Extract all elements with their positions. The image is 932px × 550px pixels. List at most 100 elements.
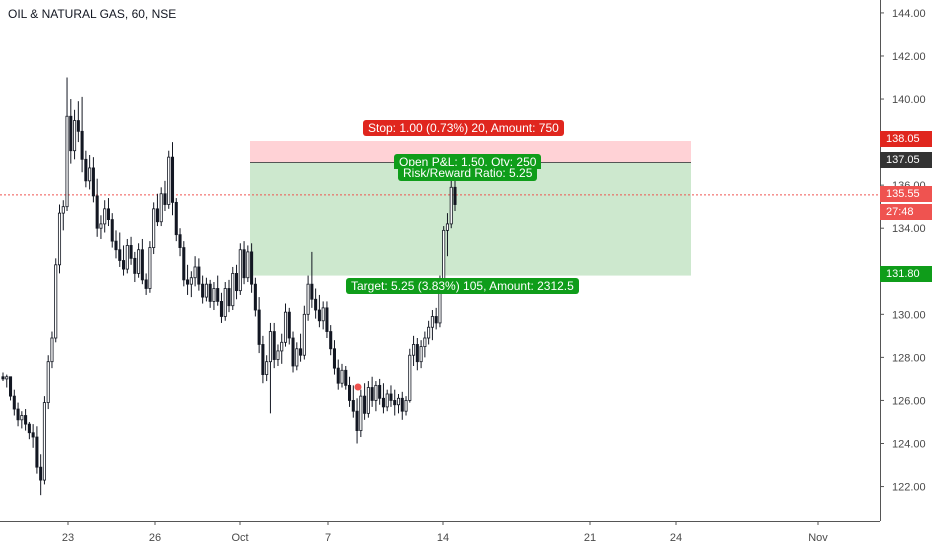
candle — [302, 305, 306, 360]
candle-body-down — [114, 240, 118, 251]
candle-body-up — [449, 186, 453, 225]
candle-body-up — [148, 247, 152, 289]
candle — [404, 396, 408, 416]
candle-body-down — [393, 400, 397, 406]
candle-body-down — [118, 249, 122, 261]
time-axis[interactable]: 23 26 Oct 7 14 21 24 Nov — [0, 521, 880, 544]
candle-body-up — [265, 361, 269, 376]
candle-body-down — [174, 201, 178, 236]
candle-body-down — [110, 219, 114, 242]
candle — [84, 150, 88, 188]
candle — [46, 355, 50, 410]
candle-body-down — [186, 279, 190, 285]
candle-body-up — [268, 331, 272, 363]
candle-body-down — [329, 331, 333, 350]
candle-body-up — [412, 344, 416, 356]
candle — [434, 307, 438, 330]
candle — [355, 398, 359, 444]
candle — [76, 101, 80, 143]
time-tick-label: 26 — [149, 532, 161, 544]
price-tick-label: 142.00 — [892, 51, 926, 63]
candle-body-down — [91, 167, 95, 197]
candle — [268, 322, 272, 414]
candle-body-down — [235, 273, 239, 292]
candle-body-down — [299, 348, 303, 356]
candle-body-down — [201, 283, 205, 298]
countdown-tag: 27:48 — [880, 204, 932, 220]
candle — [186, 264, 190, 295]
candle-body-up — [404, 400, 408, 412]
candle — [99, 215, 103, 239]
price-tick-label: 122.00 — [892, 482, 926, 494]
candle — [423, 331, 427, 358]
candle-body-down — [314, 298, 318, 311]
candle-body-up — [137, 249, 141, 274]
candle-body-up — [50, 337, 54, 363]
candle — [42, 396, 46, 485]
candle-body-up — [366, 387, 370, 414]
candle — [453, 180, 457, 211]
candle — [378, 378, 382, 405]
candle-body-up — [321, 307, 325, 322]
candle-body-up — [430, 316, 434, 328]
candle — [344, 365, 348, 390]
time-tick-label: 21 — [584, 532, 596, 544]
candle-body-down — [12, 395, 16, 410]
candle — [170, 142, 175, 216]
candle — [332, 340, 336, 375]
candle — [317, 294, 321, 328]
candle-body-down — [355, 410, 359, 431]
candle — [400, 391, 404, 420]
candle — [118, 232, 122, 267]
candle-body-down — [80, 130, 84, 160]
candle — [250, 243, 254, 293]
candle-body-down — [197, 266, 201, 285]
candle — [178, 228, 182, 257]
candle-body-up — [65, 115, 69, 208]
candle — [148, 241, 152, 293]
stop-label[interactable]: Stop: 1.00 (0.73%) 20, Amount: 750 — [363, 120, 564, 136]
candle — [348, 376, 352, 407]
candle-body-down — [415, 344, 419, 363]
candle — [80, 96, 84, 173]
candle-body-up — [212, 288, 216, 302]
candle — [73, 109, 77, 160]
candle-body-up — [54, 264, 58, 339]
candle-body-down — [317, 309, 321, 322]
candle-body-up — [295, 348, 299, 367]
candle — [242, 241, 246, 285]
candle — [189, 271, 193, 298]
candle-body-up — [246, 251, 250, 279]
candle-body-down — [39, 466, 43, 481]
candle — [54, 258, 58, 343]
candle-body-up — [442, 229, 446, 283]
candle-body-up — [280, 341, 284, 352]
candle-body-down — [31, 432, 35, 438]
price-tick-label: 144.00 — [892, 8, 926, 20]
candle — [227, 279, 231, 313]
candle-body-down — [69, 115, 73, 152]
candle-body-down — [272, 331, 276, 360]
candle-body-down — [9, 376, 13, 397]
candle — [430, 310, 434, 341]
candle-body-up — [88, 167, 92, 182]
target-label[interactable]: Target: 5.25 (3.83%) 105, Amount: 2312.5 — [346, 278, 579, 294]
candle-body-up — [46, 361, 50, 403]
candle-body-down — [434, 316, 438, 324]
candle-body-up — [167, 156, 171, 205]
candle-body-down — [389, 393, 393, 401]
price-tick-label: 140.00 — [892, 94, 926, 106]
candle — [174, 198, 178, 242]
candle — [27, 421, 31, 440]
candle — [246, 245, 250, 283]
candle — [122, 245, 126, 276]
candle-body-down — [400, 397, 404, 412]
time-tick-label: Nov — [808, 532, 828, 544]
candle — [9, 376, 13, 401]
candle — [370, 376, 374, 407]
candle-body-up — [223, 288, 227, 317]
candle-body-down — [242, 249, 246, 279]
candle — [385, 389, 389, 412]
candle — [291, 331, 295, 373]
